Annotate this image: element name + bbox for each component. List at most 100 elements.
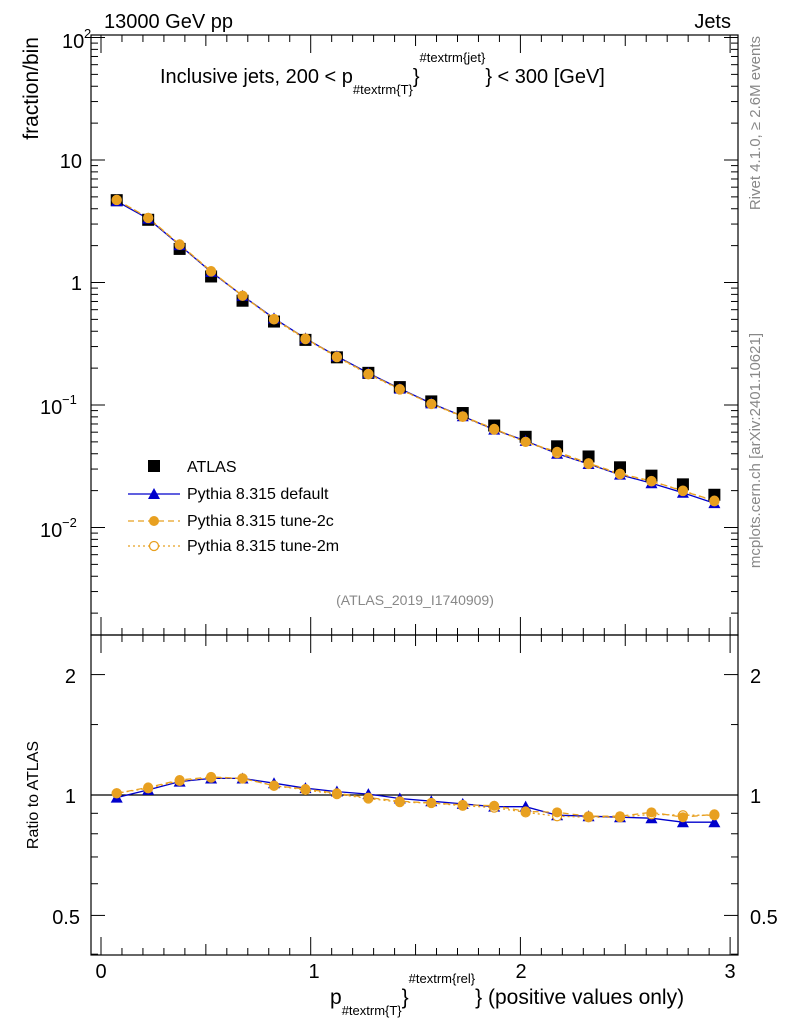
ratio-tune-2c-point (237, 773, 248, 784)
ytick-100-exp: 2 (84, 26, 91, 41)
ratio-tune-2c-point (269, 780, 280, 791)
ratio-tune-2c-point (111, 788, 122, 799)
x-label-pre: p (330, 986, 342, 1009)
header-left: 13000 GeV pp (104, 11, 233, 33)
x-label-post: } (positive values only) (475, 986, 684, 1009)
tune-2c-point (174, 239, 185, 250)
ratio-tune-2c-point (363, 792, 374, 803)
legend-atlas-label: ATLAS (187, 459, 237, 476)
x-label-sub: #textrm{T} (342, 1003, 403, 1018)
main-series-group (110, 194, 721, 509)
x-axis-label-text: p#textrm{T}}#textrm{rel}} (positive valu… (330, 971, 684, 1018)
tune-2c-point (300, 333, 311, 344)
legend-default-marker (148, 488, 160, 499)
tune-2c-point (520, 436, 531, 447)
ytick-label-1: 1 (71, 273, 82, 295)
ratio-tune-2c-point (457, 799, 468, 810)
tune-2c-point (677, 486, 688, 497)
main-title-sub: #textrm{T} (353, 82, 414, 97)
ratio-tune-2c-point (583, 811, 594, 822)
main-ylabel: fraction/bin (20, 37, 43, 140)
main-title-pre: Inclusive jets, 200 < p (160, 66, 353, 88)
ratio-ylabel: Ratio to ATLAS (25, 741, 42, 849)
ratio-tune-2c-point (489, 800, 500, 811)
ratio-ytick-right-0.5: 0.5 (750, 907, 778, 929)
ratio-ytick-right-1: 1 (750, 786, 761, 808)
ytick-label-10: 10 (60, 151, 82, 173)
ratio-tune-2c-point (552, 807, 563, 818)
tune-2c-point (646, 475, 657, 486)
xtick-label-3: 3 (724, 961, 735, 983)
tune-2c-point (206, 266, 217, 277)
ratio-ytick-left-1: 1 (65, 786, 76, 808)
ratio-tune-2c-point (520, 806, 531, 817)
header-right: Jets (694, 11, 731, 33)
x-axis-label: p#textrm{T}}#textrm{rel}} (positive valu… (330, 971, 684, 1018)
rivet-label: Rivet 4.1.0, ≥ 2.6M events (747, 36, 764, 210)
ratio-axis-ticks (91, 635, 738, 955)
legend-entry-default: Pythia 8.315 default (128, 486, 329, 503)
legend-entry-tune-2c: Pythia 8.315 tune-2c (128, 513, 334, 530)
tune-2c-point (269, 313, 280, 324)
ytick-label-0.1: 10 −1 (40, 392, 77, 419)
tune-2c-point (709, 495, 720, 506)
legend-tune2c-marker (149, 516, 159, 526)
tune-2c-point (237, 290, 248, 301)
ratio-ytick-left-0.5: 0.5 (52, 907, 80, 929)
xtick-label-0: 0 (95, 961, 106, 983)
tune-2c-point (111, 194, 122, 205)
ratio-line-tune-2m (116, 777, 715, 818)
ratio-ytick-right-2: 2 (750, 666, 761, 688)
ratio-tune-2c-point (615, 811, 626, 822)
ratio-default-point (708, 816, 721, 828)
ratio-tune-2c-point (709, 809, 720, 820)
analysis-id: (ATLAS_2019_I1740909) (336, 592, 494, 608)
ratio-tune-2c-point (174, 775, 185, 786)
ytick-100-base: 10 (62, 31, 84, 53)
x-label-sup: #textrm{rel} (409, 971, 476, 986)
ratio-tune-2c-point (206, 771, 217, 782)
ratio-ytick-left-2: 2 (65, 666, 76, 688)
ytick-0.1-base: 10 (40, 397, 62, 419)
ratio-tune-2c-point (331, 788, 342, 799)
ratio-line-tune-2c (116, 776, 715, 818)
main-title: Inclusive jets, 200 < p#textrm{T}}#textr… (160, 50, 605, 97)
main-title-sup: #textrm{jet} (420, 50, 486, 65)
tune-2c-point (363, 368, 374, 379)
tune-2c-point (489, 423, 500, 434)
xtick-label-2: 2 (515, 961, 526, 983)
xtick-label-1: 1 (308, 961, 319, 983)
legend: ATLAS Pythia 8.315 default Pythia 8.315 … (128, 459, 339, 555)
tune-2c-point (143, 212, 154, 223)
legend-default-label: Pythia 8.315 default (187, 486, 329, 503)
ratio-tune-2c-point (677, 812, 688, 823)
main-title-post: } < 300 [GeV] (485, 66, 605, 88)
ratio-tune-2c-point (394, 796, 405, 807)
tune-2c-point (615, 468, 626, 479)
ytick-label-100: 10 2 (62, 26, 91, 53)
main-axis-ticks (91, 35, 738, 635)
ratio-tune-2c-point (143, 782, 154, 793)
main-title-text: Inclusive jets, 200 < p#textrm{T}}#textr… (160, 50, 605, 97)
ytick-0.01-exp: −2 (62, 515, 77, 530)
ratio-tune-2c-point (646, 807, 657, 818)
legend-tune2c-label: Pythia 8.315 tune-2c (187, 513, 334, 530)
tune-2c-point (457, 411, 468, 422)
mcplots-label: mcplots.cern.ch [arXiv:2401.10621] (747, 333, 764, 568)
legend-atlas-marker (148, 460, 160, 472)
tune-2c-point (426, 398, 437, 409)
tune-2c-point (552, 446, 563, 457)
tune-2c-point (331, 351, 342, 362)
ytick-0.01-base: 10 (40, 520, 62, 542)
legend-tune2m-label: Pythia 8.315 tune-2m (187, 538, 339, 555)
tune-2c-point (394, 384, 405, 395)
legend-tune2m-marker (148, 540, 160, 552)
legend-entry-tune-2m: Pythia 8.315 tune-2m (128, 538, 339, 555)
tune-2c-point (583, 458, 594, 469)
ratio-series-group (110, 771, 721, 828)
legend-entry-atlas: ATLAS (148, 459, 237, 476)
ytick-0.1-exp: −1 (62, 392, 77, 407)
ytick-label-0.01: 10 −2 (40, 515, 77, 542)
ratio-tune-2c-point (300, 784, 311, 795)
